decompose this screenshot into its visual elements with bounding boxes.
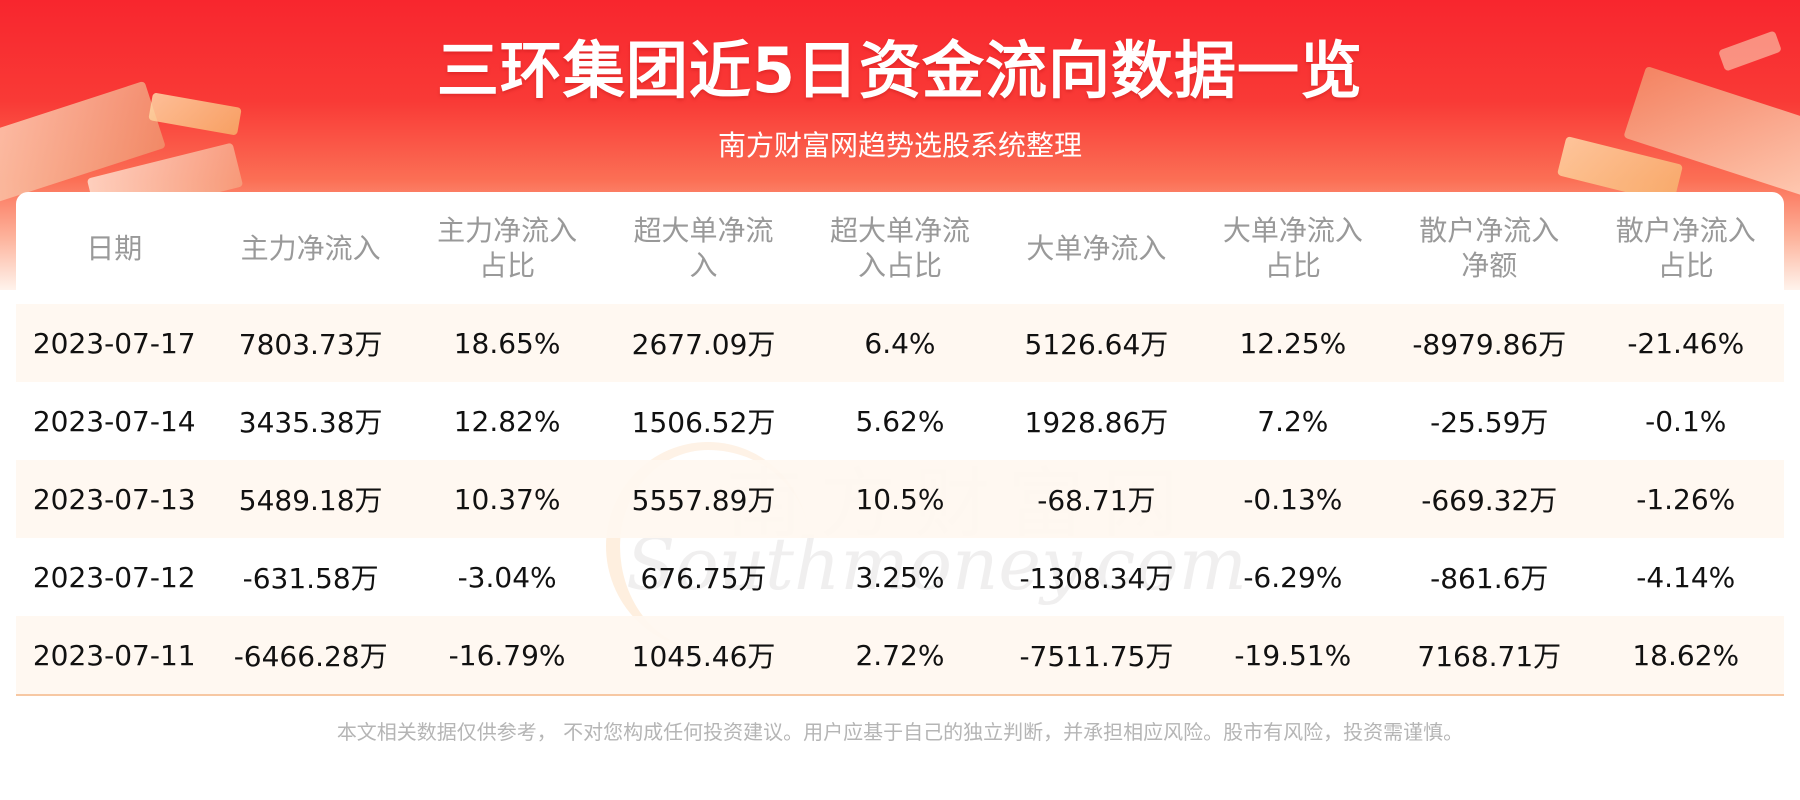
table-cell: -0.13% (1194, 460, 1392, 538)
table-cell: 10.37% (408, 460, 606, 538)
table-cell: 1506.52万 (631, 406, 776, 439)
table-cell: -8979.86万 (1391, 304, 1588, 382)
table-cell: 5126.64万 (998, 304, 1195, 382)
table-cell: -1308.34万 (1019, 562, 1174, 595)
table-cell: 6.4% (801, 304, 999, 382)
page-subtitle: 南方财富网趋势选股系统整理 (717, 129, 1082, 162)
table-cell: 18.65% (408, 304, 606, 382)
table-cell: -861.6万 (1430, 562, 1549, 595)
table-row: 2023-07-14 3435.38万 12.82% 1506.52万 5.62… (16, 382, 1784, 460)
table-cell: 5489.18万 (212, 460, 409, 538)
table-cell: -7511.75万 (998, 616, 1195, 694)
table-cell: 12.25% (1194, 304, 1392, 382)
table-cell: 3.25% (855, 560, 945, 594)
fund-flow-table: 日期 主力净流入 主力净流入占比 超大单净流入 超大单净流入占比 大单净流入 大… (16, 192, 1784, 694)
table-cell: 2.72% (801, 616, 999, 694)
column-header: 大单净流入 (1026, 231, 1167, 265)
table-cell: -19.51% (1194, 616, 1392, 694)
table-cell: 18.62% (1587, 616, 1784, 694)
table-cell: -669.32万 (1391, 460, 1588, 538)
column-header: 主力净流入占比 (437, 214, 578, 282)
table-cell: 5557.89万 (605, 460, 802, 538)
table-cell: 7803.73万 (212, 304, 409, 382)
table-cell: 1045.46万 (605, 616, 802, 694)
column-header: 超大单净流入占比 (829, 214, 970, 282)
table-cell: 7.2% (1257, 404, 1329, 438)
page-title: 三环集团近5日资金流向数据一览 (436, 34, 1364, 107)
table-cell-date: 2023-07-17 (16, 304, 213, 382)
table-cell: -3.04% (457, 560, 557, 594)
table-cell: 3435.38万 (238, 406, 383, 439)
disclaimer-text: 本文相关数据仅供参考， 不对您构成任何投资建议。用户应基于自己的独立判断，并承担… (336, 720, 1464, 744)
table-cell: 10.5% (801, 460, 999, 538)
table-cell: 7168.71万 (1391, 616, 1588, 694)
table-cell: 12.82% (453, 404, 561, 438)
column-header: 散户净流入占比 (1615, 214, 1756, 282)
table-row: 2023-07-12 -631.58万 -3.04% 676.75万 3.25%… (16, 538, 1784, 616)
table-row: 2023-07-17 7803.73万 18.65% 2677.09万 6.4%… (16, 304, 1784, 382)
table-cell: -4.14% (1636, 560, 1736, 594)
table-cell: 1928.86万 (1024, 406, 1169, 439)
column-header: 超大单净流入 (633, 214, 774, 282)
table-cell-date: 2023-07-13 (16, 460, 213, 538)
table-cell: 2677.09万 (605, 304, 802, 382)
table-cell: -21.46% (1587, 304, 1784, 382)
table-row: 2023-07-11 -6466.28万 -16.79% 1045.46万 2.… (16, 616, 1784, 694)
footer-divider (16, 694, 1784, 696)
table-header-row: 日期 主力净流入 主力净流入占比 超大单净流入 超大单净流入占比 大单净流入 大… (16, 192, 1784, 304)
column-header: 日期 (86, 231, 143, 265)
table-cell-date: 2023-07-11 (16, 616, 213, 694)
table-cell-date: 2023-07-14 (32, 404, 196, 438)
table-cell-date: 2023-07-12 (32, 560, 196, 594)
table-row: 2023-07-13 5489.18万 10.37% 5557.89万 10.5… (16, 460, 1784, 538)
table-cell: -6.29% (1243, 560, 1343, 594)
table-cell: -16.79% (408, 616, 606, 694)
column-header: 散户净流入净额 (1419, 214, 1560, 282)
column-header: 大单净流入占比 (1222, 214, 1363, 282)
table-cell: 5.62% (855, 404, 945, 438)
table-cell: -631.58万 (242, 562, 379, 595)
table-cell: -68.71万 (998, 460, 1195, 538)
table-cell: -1.26% (1587, 460, 1784, 538)
table-cell: -6466.28万 (212, 616, 409, 694)
table-cell: 676.75万 (640, 562, 767, 595)
table-cell: -25.59万 (1430, 406, 1549, 439)
data-card: 南方财富网 Southmoney.com 日期 主力净流入 主力净流入占比 超大… (16, 192, 1784, 695)
table-cell: -0.1% (1645, 404, 1727, 438)
column-header: 主力净流入 (240, 231, 381, 265)
